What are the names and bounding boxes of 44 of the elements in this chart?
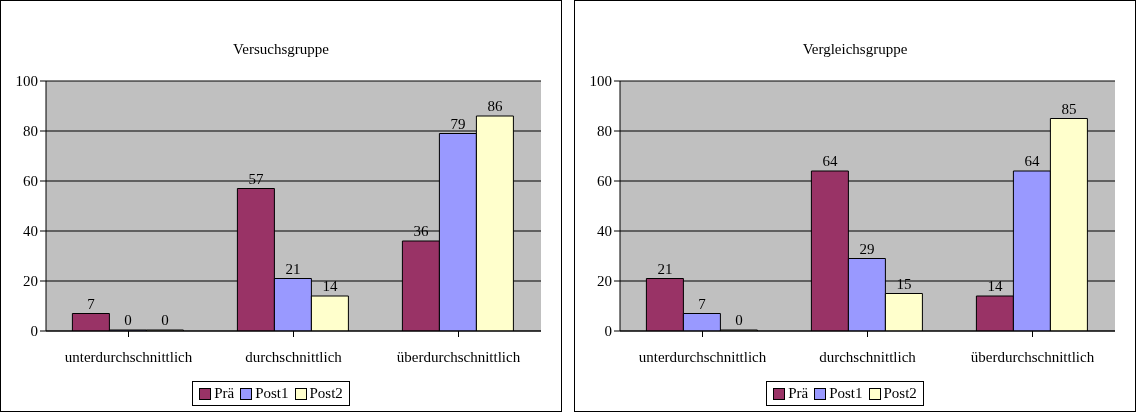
y-tick-label: 20	[597, 273, 612, 290]
data-label: 64	[1024, 153, 1040, 169]
y-tick-label: 100	[589, 73, 612, 90]
y-tick-label: 100	[15, 73, 38, 90]
legend-label: Prä	[788, 385, 809, 402]
data-label: 36	[413, 223, 429, 239]
data-label: 7	[698, 295, 707, 312]
legend-label: Post1	[829, 385, 863, 402]
x-tick-label: überdurchschnittlich	[396, 348, 521, 365]
y-tick-label: 80	[23, 123, 38, 140]
y-tick-label: 80	[597, 123, 612, 140]
legend-label: Post2	[883, 385, 917, 402]
data-label: 21	[285, 260, 301, 277]
chart-title: Versuchsgruppe	[232, 41, 330, 58]
data-label: 64	[822, 153, 838, 169]
chart-title: Vergleichsgruppe	[801, 41, 909, 58]
data-label: 0	[124, 312, 132, 328]
x-tick-label: durchschnittlich	[819, 348, 917, 365]
legend-label: Post2	[309, 385, 343, 402]
y-tick-label: 0	[30, 323, 38, 340]
data-label: 85	[1061, 100, 1077, 117]
data-label: 57	[248, 170, 264, 187]
x-tick-label: überdurchschnittlich	[970, 348, 1095, 365]
data-label: 14	[322, 278, 338, 294]
x-tick-label: durchschnittlich	[245, 348, 343, 365]
y-tick-label: 60	[597, 173, 612, 190]
data-label: 7	[87, 295, 96, 312]
y-tick-label: 20	[23, 273, 38, 290]
y-tick-label: 60	[23, 173, 38, 190]
y-tick-label: 40	[597, 223, 612, 240]
data-label: 14	[987, 278, 1003, 294]
data-label: 29	[859, 240, 875, 257]
data-label: 0	[161, 312, 169, 328]
x-tick-label: unterdurchschnittlich	[638, 348, 767, 365]
x-tick-label: unterdurchschnittlich	[64, 348, 193, 365]
data-label: 15	[896, 275, 912, 292]
legend-label: Post1	[255, 385, 289, 402]
data-label: 0	[735, 312, 743, 328]
data-label: 21	[657, 260, 673, 277]
data-label: 86	[487, 98, 503, 114]
y-tick-label: 40	[23, 223, 38, 240]
data-label: 79	[450, 115, 466, 132]
legend-label: Prä	[214, 385, 235, 402]
y-tick-label: 0	[604, 323, 612, 340]
